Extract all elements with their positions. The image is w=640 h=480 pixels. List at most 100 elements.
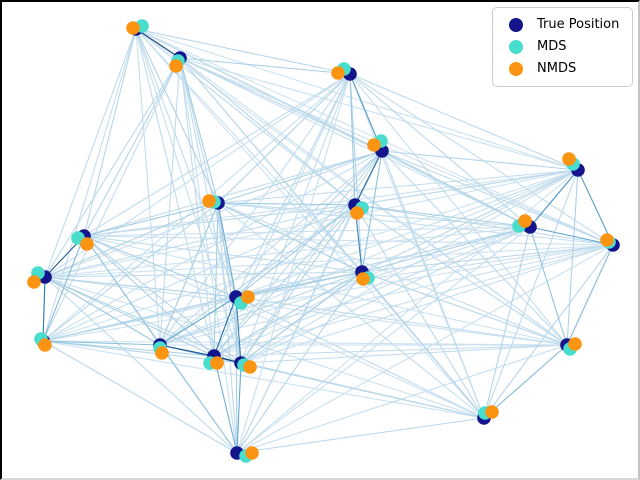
graph-edge xyxy=(217,202,242,364)
graph-edge xyxy=(42,73,351,342)
graph-edge xyxy=(83,28,137,237)
edges-layer xyxy=(42,28,614,454)
true-position-marker-icon xyxy=(509,18,523,32)
graph-edge xyxy=(240,204,356,364)
graph-edge xyxy=(354,204,614,246)
graph-edge xyxy=(179,57,531,228)
graph-edge xyxy=(135,28,383,152)
nmds-marker-icon xyxy=(509,62,523,76)
node-12-nmds-marker xyxy=(241,290,255,304)
graph-edge xyxy=(42,340,215,357)
graph-edge xyxy=(179,57,383,152)
graph-edge xyxy=(179,57,219,204)
graph-edge xyxy=(159,271,363,346)
graph-edge xyxy=(240,226,531,364)
graph-edge xyxy=(179,57,215,357)
graph-edge xyxy=(42,296,237,342)
graph-edge xyxy=(349,73,579,171)
graph-edge xyxy=(240,344,568,364)
graph-edge xyxy=(235,296,568,346)
graph-edge xyxy=(159,344,215,357)
graph-edge xyxy=(529,226,568,346)
graph-edge xyxy=(354,150,383,206)
graph-edge xyxy=(381,150,485,419)
graph-edge xyxy=(159,202,219,346)
graph-edge xyxy=(44,276,485,419)
graph-edge xyxy=(483,244,614,419)
graph-edge xyxy=(240,244,614,364)
graph-edge xyxy=(349,73,363,273)
graph-edge xyxy=(236,271,363,454)
graph-edge xyxy=(83,235,161,346)
graph-edge xyxy=(44,271,363,278)
node-15-nmds-marker xyxy=(243,360,257,374)
node-3-nmds-marker xyxy=(331,66,345,80)
graph-edge xyxy=(159,226,531,346)
graph-edge xyxy=(354,204,485,419)
graph-edge xyxy=(235,204,356,298)
graph-edge xyxy=(217,202,238,454)
graph-edge xyxy=(361,271,485,419)
graph-edge xyxy=(236,417,485,454)
graph-edge xyxy=(42,276,46,342)
graph-edge xyxy=(42,244,614,342)
graph-edge xyxy=(213,355,238,454)
graph-edge xyxy=(361,169,579,273)
graph-edge xyxy=(42,202,219,342)
graph-edge xyxy=(577,169,614,246)
node-18-nmds-marker xyxy=(27,275,41,289)
graph-edge xyxy=(135,28,351,75)
graph-edge xyxy=(83,57,181,237)
graph-edge xyxy=(217,150,383,204)
graph-edge xyxy=(83,235,215,357)
node-1-nmds-marker xyxy=(126,21,140,35)
graph-edge xyxy=(381,150,568,346)
graph-edge xyxy=(83,202,219,237)
graph-edge xyxy=(381,150,531,228)
graph-edge xyxy=(159,169,579,346)
graph-edge xyxy=(235,150,383,298)
graph-edge xyxy=(44,276,215,357)
graph-edge xyxy=(213,296,237,357)
graph-edge xyxy=(42,340,485,419)
graph-edge xyxy=(83,235,237,298)
graph-edge xyxy=(44,204,356,278)
graph-edge xyxy=(529,226,614,246)
graph-edge xyxy=(361,271,568,346)
graph-edge xyxy=(235,73,351,298)
graph-edge xyxy=(566,169,579,346)
graph-edge xyxy=(135,28,579,171)
graph-edge xyxy=(217,202,356,206)
graph-edge xyxy=(213,271,363,357)
graph-edge xyxy=(240,271,363,364)
graph-edge xyxy=(361,244,614,273)
graph-edge xyxy=(349,73,568,346)
node-17-nmds-marker xyxy=(80,237,94,251)
mds-marker-icon xyxy=(509,40,523,54)
graph-edge xyxy=(179,57,356,206)
graph-edge xyxy=(217,169,579,204)
graph-edge xyxy=(179,57,579,171)
graph-edge xyxy=(42,169,579,342)
graph-edge xyxy=(349,73,614,246)
graph-edge xyxy=(235,244,614,298)
legend: True Position MDS NMDS xyxy=(492,7,633,87)
node-2-nmds-marker xyxy=(169,59,183,73)
graph-edge xyxy=(236,204,356,454)
graph-edge xyxy=(361,150,383,273)
graph-edge xyxy=(235,296,485,419)
node-14-nmds-marker xyxy=(210,356,224,370)
node-13-nmds-marker xyxy=(155,346,169,360)
graph-edge xyxy=(235,271,363,298)
graph-edge xyxy=(44,73,351,278)
graph-edge xyxy=(135,28,219,204)
graph-edge xyxy=(354,204,531,228)
graph-edge xyxy=(349,73,531,228)
graph-edge xyxy=(135,28,161,346)
graph-edge xyxy=(159,57,181,346)
graph-edge xyxy=(381,150,579,171)
graph-edge xyxy=(213,226,531,357)
graph-edge xyxy=(217,202,485,419)
graph-edge xyxy=(42,235,85,342)
legend-item-true-position: True Position xyxy=(503,14,622,36)
